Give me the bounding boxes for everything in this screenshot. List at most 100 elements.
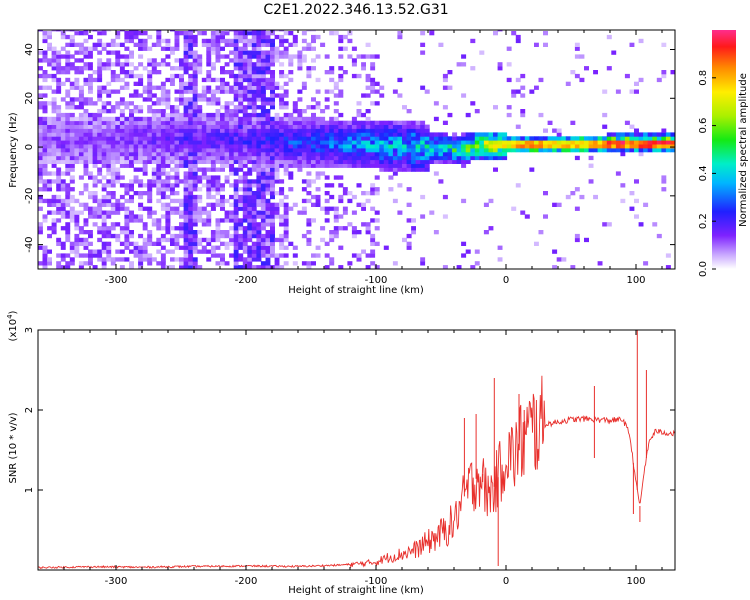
heatmap-cell	[429, 148, 435, 153]
heatmap-cell	[283, 233, 289, 239]
heatmap-cell	[174, 175, 180, 180]
heatmap-cell	[588, 136, 594, 141]
heatmap-cell	[329, 140, 335, 145]
heatmap-cell	[224, 136, 230, 141]
heatmap-cell	[156, 109, 162, 114]
heatmap-cell	[288, 171, 294, 176]
heatmap-cell	[119, 202, 125, 207]
heatmap-cell	[151, 183, 157, 188]
heatmap-cell	[365, 226, 371, 231]
heatmap-cell	[242, 42, 248, 47]
heatmap-cell	[38, 66, 43, 71]
heatmap-cell	[311, 30, 316, 32]
heatmap-cell	[229, 226, 235, 231]
heatmap-cell	[270, 179, 275, 184]
heatmap-cell	[224, 175, 230, 180]
heatmap-cell	[534, 42, 539, 47]
heatmap-cell	[92, 112, 98, 118]
heatmap-cell	[283, 261, 289, 266]
heatmap-cell	[333, 109, 339, 114]
heatmap-cell	[210, 159, 216, 164]
heatmap-cell	[38, 85, 43, 90]
heatmap-cell	[238, 58, 244, 63]
heatmap-cell	[74, 241, 80, 246]
heatmap-cell	[47, 202, 52, 207]
heatmap-cell	[142, 132, 148, 137]
heatmap-cell	[65, 93, 71, 98]
heatmap-cell	[183, 58, 189, 63]
heatmap-cell	[233, 136, 239, 141]
heatmap-cell	[247, 30, 253, 32]
colorbar-tick-label: 0.8	[698, 70, 709, 86]
heatmap-cell	[370, 206, 376, 211]
heatmap-cell	[342, 120, 348, 125]
heatmap-cell	[392, 132, 398, 137]
heatmap-cell	[101, 151, 107, 157]
heatmap-cell	[342, 187, 348, 192]
heatmap-cell	[88, 73, 93, 79]
heatmap-cell	[47, 187, 52, 192]
heatmap-cell	[361, 128, 366, 133]
heatmap-cell	[370, 163, 376, 168]
heatmap-cell	[210, 77, 216, 83]
heatmap-cell	[124, 105, 130, 110]
heatmap-cell	[74, 66, 80, 71]
heatmap-cell	[383, 163, 389, 168]
heatmap-cell	[233, 171, 239, 176]
heatmap-cell	[179, 31, 184, 36]
heatmap-cell	[206, 159, 212, 164]
heatmap-cell	[274, 151, 280, 157]
heatmap-cell	[265, 132, 271, 137]
heatmap-cell	[288, 144, 294, 149]
heatmap-cell	[379, 128, 385, 133]
heatmap-cell	[92, 253, 98, 258]
heatmap-cell	[133, 42, 139, 47]
heatmap-cell	[188, 253, 194, 258]
heatmap-cell	[379, 140, 385, 145]
heatmap-cell	[297, 151, 303, 157]
heatmap-cell	[265, 128, 271, 133]
heatmap-cell	[188, 245, 194, 250]
heatmap-cell	[374, 132, 380, 137]
heatmap-cell	[206, 97, 212, 102]
heatmap-cell	[115, 144, 121, 149]
heatmap-cell	[456, 151, 462, 157]
heatmap-cell	[411, 167, 416, 172]
heatmap-cell	[338, 245, 344, 250]
heatmap-cell	[620, 144, 626, 149]
heatmap-cell	[42, 163, 48, 168]
heatmap-cell	[420, 151, 426, 157]
heatmap-cell	[242, 30, 248, 32]
heatmap-cell	[124, 38, 130, 44]
heatmap-cell	[206, 46, 212, 51]
heatmap-cell	[420, 159, 426, 164]
heatmap-cell	[329, 163, 335, 168]
heatmap-cell	[283, 54, 289, 59]
heatmap-cell	[247, 112, 253, 118]
heatmap-cell	[151, 128, 157, 133]
heatmap-cell	[210, 183, 216, 188]
heatmap-cell	[311, 202, 316, 207]
heatmap-cell	[229, 30, 235, 32]
heatmap-cell	[238, 175, 244, 180]
heatmap-cell	[65, 226, 71, 231]
heatmap-cell	[201, 167, 207, 172]
heatmap-cell	[210, 132, 216, 137]
heatmap-cell	[274, 253, 280, 258]
heatmap-cell	[165, 132, 171, 137]
heatmap-cell	[106, 198, 112, 204]
heatmap-cell	[251, 218, 257, 223]
heatmap-cell	[119, 155, 125, 161]
heatmap-cell	[615, 132, 621, 137]
heatmap-cell	[233, 253, 239, 258]
heatmap-cell	[51, 58, 57, 63]
heatmap-cell	[311, 140, 316, 145]
heatmap-cell	[133, 128, 139, 133]
heatmap-cell	[229, 73, 235, 79]
heatmap-cell	[188, 124, 194, 129]
heatmap-cell	[452, 136, 458, 141]
heatmap-cell	[279, 38, 285, 44]
heatmap-cell	[497, 136, 503, 141]
heatmap-cell	[301, 54, 307, 59]
heatmap-cell	[374, 89, 380, 94]
